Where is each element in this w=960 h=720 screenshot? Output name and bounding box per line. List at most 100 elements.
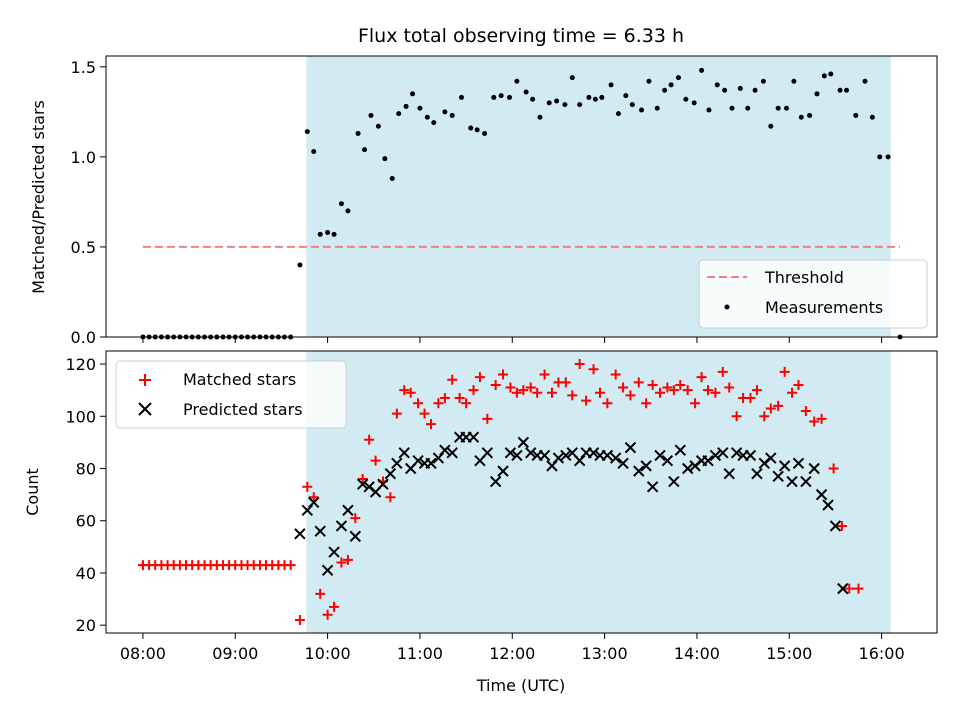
matched-stars-point xyxy=(765,403,776,414)
measurements-point xyxy=(745,105,751,111)
ratio-y-tick-label: 1.0 xyxy=(71,148,96,167)
x-tick-label: 14:00 xyxy=(674,644,720,663)
ratio-panel: 0.0 0.5 1.0 1.5 Matched/Predicted stars Thr… xyxy=(29,55,938,347)
measurements-point xyxy=(468,125,474,131)
matched-stars-point xyxy=(574,359,585,370)
predicted-stars-point xyxy=(668,475,680,488)
predicted-stars-point xyxy=(308,496,320,509)
matched-stars-point xyxy=(370,455,381,466)
matched-stars-point xyxy=(633,377,644,388)
predicted-stars-point xyxy=(661,454,674,467)
x-tick-label: 09:00 xyxy=(212,644,258,663)
predicted-stars-point xyxy=(321,564,334,577)
matched-stars-point xyxy=(322,609,333,620)
matched-stars-point xyxy=(525,382,536,393)
x-axis-label: Time (UTC) xyxy=(476,676,565,695)
matched-stars-point xyxy=(581,395,592,406)
measurements-point xyxy=(615,111,621,117)
measurements-point xyxy=(639,107,645,113)
matched-stars-point xyxy=(342,554,353,565)
count-y-tick-label: 60 xyxy=(76,512,96,531)
ratio-panel-frame xyxy=(105,55,938,338)
measurements-point xyxy=(530,96,536,102)
ratio-y-axis-label: Matched/Predicted stars xyxy=(29,100,48,294)
predicted-stars-point xyxy=(504,447,517,459)
matched-stars-point xyxy=(809,416,820,427)
measurements-point xyxy=(783,105,789,111)
x-tick-label: 11:00 xyxy=(397,644,443,663)
matched-stars-point xyxy=(828,463,839,474)
matched-stars-point xyxy=(641,398,652,409)
matched-stars-point xyxy=(618,382,629,393)
x-tick-label: 15:00 xyxy=(766,644,812,663)
predicted-legend-label: Predicted stars xyxy=(183,400,303,419)
measurements-point xyxy=(862,78,868,84)
matched-stars-point xyxy=(413,398,424,409)
x-tick-label: 13:00 xyxy=(582,644,628,663)
measurements-point xyxy=(506,94,512,100)
measurements-point xyxy=(629,102,635,108)
x-tick-label: 16:00 xyxy=(859,644,905,663)
matched-stars-point xyxy=(294,614,305,625)
matched-stars-point xyxy=(482,413,493,424)
matched-stars-point xyxy=(546,387,557,398)
matched-stars-point xyxy=(836,520,847,531)
measurements-point xyxy=(752,87,758,93)
measurements-point xyxy=(523,89,529,95)
predicted-stars-point xyxy=(633,465,645,477)
predicted-stars-point xyxy=(765,452,777,464)
count-panel-frame xyxy=(105,350,938,634)
predicted-legend-swatch xyxy=(138,402,152,416)
matched-stars-point xyxy=(426,419,437,430)
predicted-stars-point xyxy=(384,468,397,480)
measurements-point xyxy=(304,129,310,135)
predicted-stars-point xyxy=(335,520,348,532)
matched-stars-point xyxy=(588,364,599,375)
matched-stars-point xyxy=(717,366,728,377)
measurements-point xyxy=(654,105,660,111)
measurements-point xyxy=(768,123,774,129)
matched-stars-point xyxy=(357,473,368,484)
matched-stars-point xyxy=(567,390,578,401)
measurements-legend-label: Measurements xyxy=(765,298,883,317)
measurements-legend-swatch xyxy=(724,304,730,310)
measurements-point xyxy=(554,98,560,104)
matched-stars-point xyxy=(800,406,811,417)
measurements-point xyxy=(837,87,843,93)
x-tick-label: 10:00 xyxy=(305,644,351,663)
predicted-stars-point xyxy=(822,499,834,511)
matched-stars-point xyxy=(315,588,326,599)
measurements-point xyxy=(675,75,681,81)
matched-stars-point xyxy=(454,393,465,403)
measurements-point xyxy=(417,105,423,111)
x-tick-label: 12:00 xyxy=(489,644,535,663)
matched-stars-point xyxy=(759,411,770,422)
predicted-stars-point xyxy=(497,465,509,477)
predicted-stars-point xyxy=(808,462,820,475)
matched-stars-point xyxy=(690,398,701,409)
predicted-stars-point xyxy=(800,475,812,488)
predicted-stars-point xyxy=(730,447,743,459)
predicted-stars-point xyxy=(786,475,798,488)
measurements-point xyxy=(389,175,395,181)
measurements-point xyxy=(297,262,303,268)
count-y-tick-label: 80 xyxy=(76,460,96,479)
predicted-stars-point xyxy=(674,444,687,456)
measurements-point xyxy=(828,71,834,77)
predicted-stars-point xyxy=(681,462,694,475)
matched-stars-point xyxy=(433,398,444,409)
predicted-stars-point xyxy=(772,470,784,483)
measurements-point xyxy=(623,93,629,99)
predicted-stars-point xyxy=(717,447,729,459)
count-y-axis-label: Count xyxy=(23,468,42,516)
measurements-point xyxy=(546,100,552,106)
predicted-stars-point xyxy=(328,546,340,558)
count-y-tick-label: 100 xyxy=(65,407,96,426)
measurements-point xyxy=(382,156,388,162)
measurements-point xyxy=(646,78,652,84)
measurements-point xyxy=(331,231,337,237)
predicted-stars-point xyxy=(601,449,614,462)
predicted-stars-point xyxy=(709,449,722,462)
x-tick-label: 08:00 xyxy=(120,644,166,663)
